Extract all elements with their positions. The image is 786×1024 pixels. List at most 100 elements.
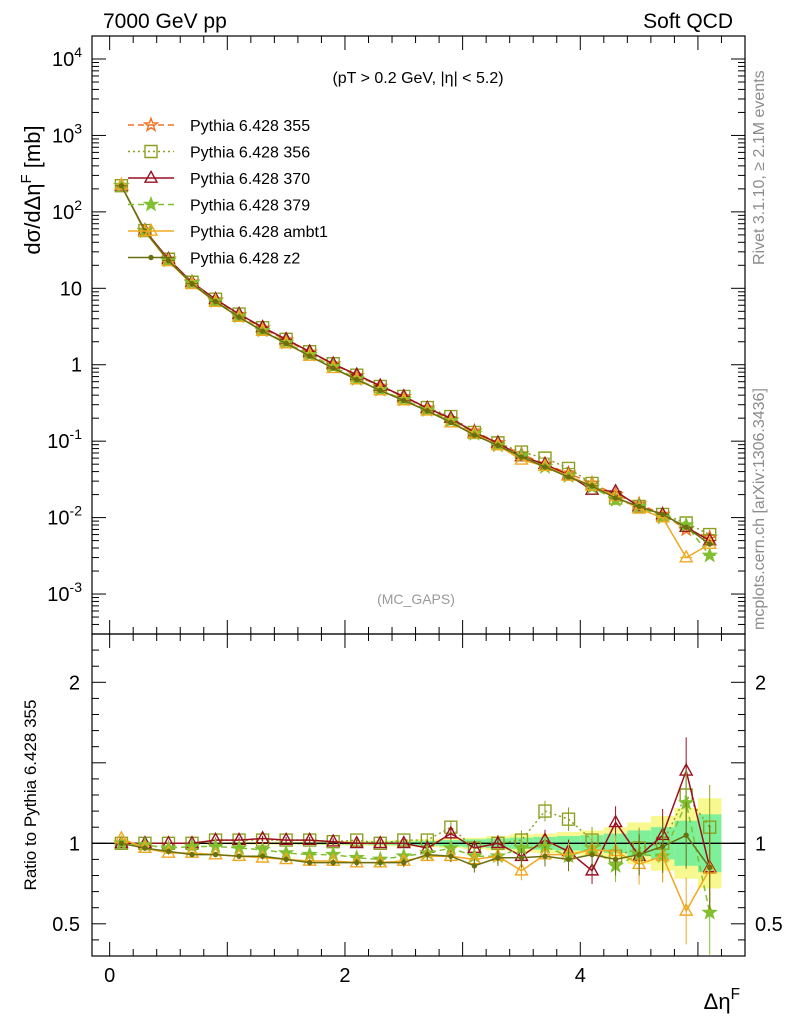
- legend-label: Pythia 6.428 ambt1: [190, 224, 328, 241]
- legend-label: Pythia 6.428 370: [190, 171, 310, 188]
- ratio-data-point: [326, 833, 341, 847]
- ratio-data-point: [231, 848, 247, 862]
- analysis-tag: (MC_GAPS): [377, 591, 455, 607]
- process-label: Soft QCD: [643, 10, 733, 33]
- ratio-data-point: [165, 848, 172, 855]
- ratio-data-point: [703, 820, 717, 834]
- side-source-label: mcplots.cern.ch [arXiv:1306.3436]: [751, 388, 768, 630]
- x-tick-label: 2: [339, 965, 350, 987]
- ratio-data-point: [208, 833, 223, 847]
- y-axis-title-main: dσ/dΔηF [mb]: [18, 125, 45, 254]
- y-tick-label-main: 10: [60, 278, 82, 300]
- ratio-data-point: [444, 820, 458, 834]
- side-rivet-label: Rivet 3.1.10, ≥ 2.1M events: [751, 70, 768, 265]
- legend-marker: [148, 254, 154, 261]
- ratio-data-point: [659, 843, 666, 850]
- ratio-data-point: [377, 859, 383, 866]
- x-tick-label: 0: [104, 965, 115, 987]
- main-data-point: [679, 516, 693, 530]
- main-data-point: [518, 454, 525, 460]
- main-data-point: [330, 365, 336, 371]
- ratio-data-point: [678, 902, 694, 916]
- ratio-data-point: [114, 836, 129, 850]
- ratio-data-point: [420, 833, 435, 847]
- main-data-point: [283, 340, 289, 347]
- main-series-group: [113, 176, 718, 563]
- main-data-point: [236, 314, 242, 320]
- ratio-data-point: [491, 836, 505, 850]
- ratio-data-point: [632, 841, 646, 855]
- main-data-point: [114, 176, 129, 190]
- cut-label: (pT > 0.2 GeV, |η| < 5.2): [332, 70, 503, 87]
- main-data-point: [495, 442, 501, 449]
- main-data-point: [306, 353, 313, 359]
- ratio-data-point: [612, 856, 619, 863]
- main-data-point: [589, 483, 595, 489]
- main-data-point: [448, 419, 454, 426]
- y-tick-label-main: 10-2: [47, 503, 82, 530]
- main-data-point: [659, 511, 666, 518]
- ratio-data-point: [561, 812, 576, 826]
- main-data-point: [424, 408, 431, 414]
- ratio-data-point: [259, 853, 266, 859]
- ratio-data-point: [683, 832, 689, 838]
- ratio-data-point: [448, 853, 454, 859]
- ratio-data-point: [236, 853, 242, 859]
- ratio-data-point: [636, 851, 642, 858]
- main-data-point: [561, 467, 576, 481]
- main-data-point: [212, 298, 219, 305]
- main-data-point: [542, 464, 548, 470]
- ratio-data-point: [443, 825, 459, 839]
- y-tick-label-main: 104: [52, 44, 82, 71]
- ratio-data-point: [302, 832, 317, 845]
- legend-marker: [142, 195, 160, 212]
- ratio-data-point: [212, 851, 219, 858]
- main-data-point: [565, 474, 572, 480]
- ratio-data-point: [518, 855, 525, 861]
- ratio-data-point: [373, 836, 387, 850]
- ratio-data-point: [584, 862, 600, 876]
- ratio-data-point: [396, 835, 411, 849]
- y-tick-label-ratio: 1: [69, 833, 80, 855]
- main-data-point: [259, 328, 266, 334]
- legend: Pythia 6.428 355 Pythia 6.428 356 Pythia 6…: [128, 116, 328, 268]
- ratio-data-point: [542, 853, 548, 859]
- ratio-data-point: [373, 854, 388, 868]
- main-series-line: [120, 185, 711, 545]
- ratio-data-point: [471, 863, 478, 869]
- ratio-plot-frame: [91, 633, 746, 957]
- ratio-series-line: [121, 800, 711, 913]
- legend-label: Pythia 6.428 379: [190, 198, 310, 215]
- ratio-data-point: [283, 856, 289, 863]
- ratio-data-point: [514, 862, 529, 876]
- main-data-point: [612, 495, 619, 501]
- ratio-data-point: [655, 836, 670, 850]
- ratio-data-point: [608, 814, 623, 828]
- main-data-point: [354, 376, 360, 383]
- main-data-point: [471, 432, 478, 438]
- main-data-point: [208, 294, 223, 307]
- y-tick-label-ratio: 2: [69, 672, 80, 694]
- y-axis-title-ratio: Ratio to Pythia 6.428 355: [21, 700, 40, 891]
- ratio-data-point: [142, 845, 148, 851]
- ratio-data-point: [401, 859, 407, 866]
- main-data-point: [118, 183, 125, 189]
- ratio-series-group: [113, 737, 718, 955]
- main-data-point: [377, 387, 383, 394]
- y-tick-label-ratio-right: 0.5: [755, 914, 783, 936]
- ratio-data-point: [118, 840, 125, 846]
- y-tick-label-main: 103: [52, 120, 82, 147]
- ratio-data-point: [278, 851, 294, 865]
- legend-label: Pythia 6.428 356: [190, 145, 310, 162]
- legend-marker: [143, 169, 159, 183]
- legend-marker: [143, 222, 159, 236]
- ratio-data-point: [306, 859, 313, 866]
- ratio-data-point: [707, 864, 713, 871]
- main-data-point: [401, 397, 407, 404]
- ratio-data-point: [161, 836, 176, 850]
- ratio-data-point: [490, 835, 506, 849]
- x-axis-title: ΔηF: [704, 986, 740, 1014]
- y-tick-label-ratio: 0.5: [52, 914, 80, 936]
- ratio-data-point: [349, 854, 364, 868]
